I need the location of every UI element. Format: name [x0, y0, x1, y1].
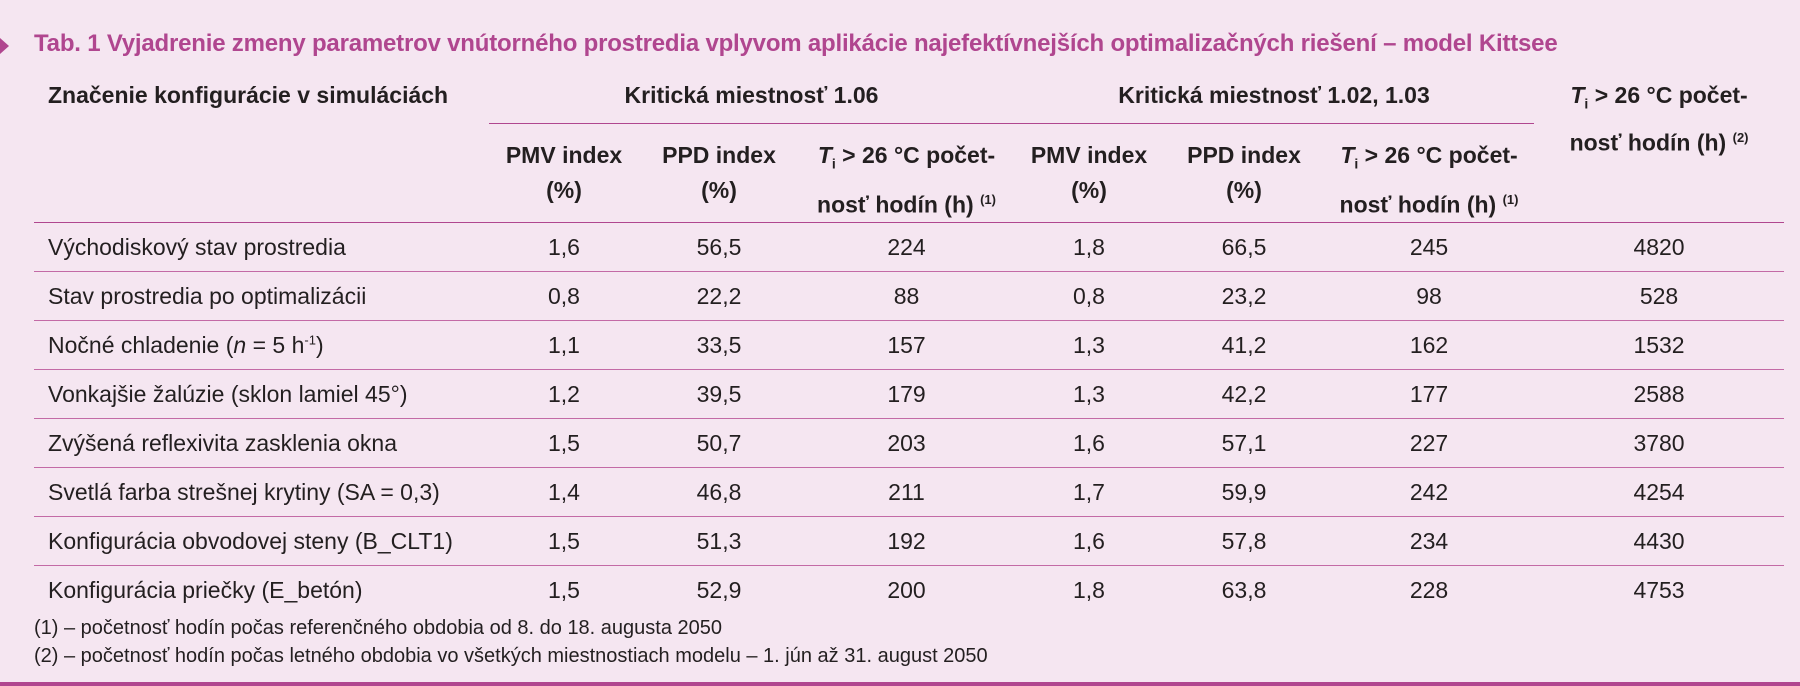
cell: 200: [887, 576, 926, 603]
row-label: Svetlá farba strešnej krytiny (SA = 0,3): [34, 467, 489, 518]
footnotes: (1) – početnosť hodín počas referenčného…: [34, 614, 988, 670]
cell: 4430: [1534, 516, 1785, 567]
header-pmv-2: PMV index (%): [1014, 123, 1164, 224]
footnote-1: (1) – početnosť hodín počas referenčného…: [34, 617, 723, 639]
cell: 211: [799, 467, 1014, 518]
header-ti-2: Ti > 26 °C počet-nosť hodín (h) (1): [1324, 123, 1535, 224]
table-row: Svetlá farba strešnej krytiny (SA = 0,3)…: [34, 467, 1785, 518]
table-row: Stav prostredia po optimalizácii 0,8 22,…: [34, 271, 1785, 322]
table-row: Nočné chladenie (n = 5 h-1) 1,1 33,5 157…: [34, 320, 1785, 371]
cell: 1,2: [489, 369, 639, 420]
cell: 56,5: [639, 222, 799, 273]
table-row: Konfigurácia priečky (E_betón) 1,5 52,9 …: [34, 566, 1784, 615]
header-ti-total: Ti > 26 °C počet- nosť hodín (h) (2): [1534, 72, 1785, 224]
cell: 52,9: [696, 576, 742, 603]
cell: 1,8: [1073, 576, 1105, 603]
title-marker: [0, 38, 9, 54]
cell: 88: [799, 271, 1014, 322]
cell: 1,8: [1014, 222, 1164, 273]
cell: 39,5: [639, 369, 799, 420]
row-label: Vonkajšie žalúzie (sklon lamiel 45°): [34, 369, 489, 420]
cell: 41,2: [1164, 320, 1324, 371]
ti-text-2: nosť hodín (h): [1569, 129, 1733, 156]
footnote-2: (2) – početnosť hodín počas letného obdo…: [34, 645, 988, 667]
table-row: Východiskový stav prostredia 1,6 56,5 22…: [34, 222, 1785, 273]
cell: 33,5: [639, 320, 799, 371]
row-label: Východiskový stav prostredia: [34, 222, 489, 273]
cell: 1532: [1534, 320, 1785, 371]
note2-ref: (2): [1732, 129, 1749, 145]
table-row: Vonkajšie žalúzie (sklon lamiel 45°) 1,2…: [34, 369, 1785, 420]
cell: 1,6: [1014, 516, 1164, 567]
row-label: Stav prostredia po optimalizácii: [34, 271, 489, 322]
table-row: Konfigurácia obvodovej steny (B_CLT1) 1,…: [34, 516, 1785, 567]
cell: 0,8: [489, 271, 639, 322]
row-label: Konfigurácia obvodovej steny (B_CLT1): [34, 516, 489, 567]
cell: 1,1: [489, 320, 639, 371]
cell: 46,8: [639, 467, 799, 518]
cell: 2588: [1534, 369, 1785, 420]
data-table: Značenie konfigurácie v simuláciách Krit…: [34, 72, 1785, 615]
cell: 4753: [1633, 576, 1685, 603]
ti-sub: i: [1584, 95, 1589, 112]
header-row-sub: PMV index (%) PPD index (%) Ti > 26 °C poč…: [34, 123, 1784, 224]
cell: 1,3: [1014, 369, 1164, 420]
cell: 192: [799, 516, 1014, 567]
row-label: Konfigurácia priečky (E_betón): [48, 576, 363, 603]
cell: 528: [1534, 271, 1785, 322]
cell: 1,7: [1014, 467, 1164, 518]
cell: 1,5: [489, 516, 639, 567]
cell: 1,5: [489, 418, 639, 469]
header-ppd-1: PPD index (%): [639, 123, 799, 224]
cell: 234: [1324, 516, 1535, 567]
cell: 224: [799, 222, 1014, 273]
header-row-groups: Značenie konfigurácie v simuláciách Krit…: [34, 72, 1785, 224]
cell: 66,5: [1164, 222, 1324, 273]
cell: 50,7: [639, 418, 799, 469]
cell: 1,6: [1014, 418, 1164, 469]
cell: 1,4: [489, 467, 639, 518]
header-config: Značenie konfigurácie v simuláciách: [34, 72, 489, 224]
ti-var: T: [1570, 82, 1585, 108]
bottom-rule: [0, 682, 1800, 686]
cell: 0,8: [1014, 271, 1164, 322]
cell: 245: [1324, 222, 1535, 273]
cell: 42,2: [1164, 369, 1324, 420]
cell: 57,8: [1164, 516, 1324, 567]
cell: 242: [1324, 467, 1535, 518]
header-ppd-2: PPD index (%): [1164, 123, 1324, 224]
header-pmv-1: PMV index (%): [489, 123, 639, 224]
row-label: Nočné chladenie (n = 5 h-1): [34, 320, 489, 371]
cell: 203: [799, 418, 1014, 469]
cell: 179: [799, 369, 1014, 420]
table-title: Tab. 1 Vyjadrenie zmeny parametrov vnúto…: [34, 30, 1558, 57]
cell: 59,9: [1164, 467, 1324, 518]
header-ti-1: Ti > 26 °C počet-nosť hodín (h) (1): [799, 123, 1014, 224]
cell: 1,3: [1014, 320, 1164, 371]
cell: 57,1: [1164, 418, 1324, 469]
cell: 4254: [1534, 467, 1785, 518]
header-group-room-102-103: Kritická miestnosť 1.02, 1.03: [1014, 72, 1535, 124]
cell: 162: [1324, 320, 1535, 371]
cell: 3780: [1534, 418, 1785, 469]
cell: 1,6: [489, 222, 639, 273]
table-row: Zvýšená reflexivita zasklenia okna 1,5 5…: [34, 418, 1785, 469]
cell: 177: [1324, 369, 1535, 420]
cell: 98: [1324, 271, 1535, 322]
cell: 227: [1324, 418, 1535, 469]
cell: 228: [1409, 576, 1449, 603]
row-label: Zvýšená reflexivita zasklenia okna: [34, 418, 489, 469]
ti-text-1: > 26 °C počet-: [1588, 82, 1748, 108]
cell: 63,8: [1221, 576, 1267, 603]
cell: 51,3: [639, 516, 799, 567]
cell: 23,2: [1164, 271, 1324, 322]
cell: 4820: [1534, 222, 1785, 273]
cell: 157: [799, 320, 1014, 371]
cell: 22,2: [639, 271, 799, 322]
header-group-room-106: Kritická miestnosť 1.06: [489, 72, 1014, 124]
cell: 1,5: [548, 576, 580, 603]
